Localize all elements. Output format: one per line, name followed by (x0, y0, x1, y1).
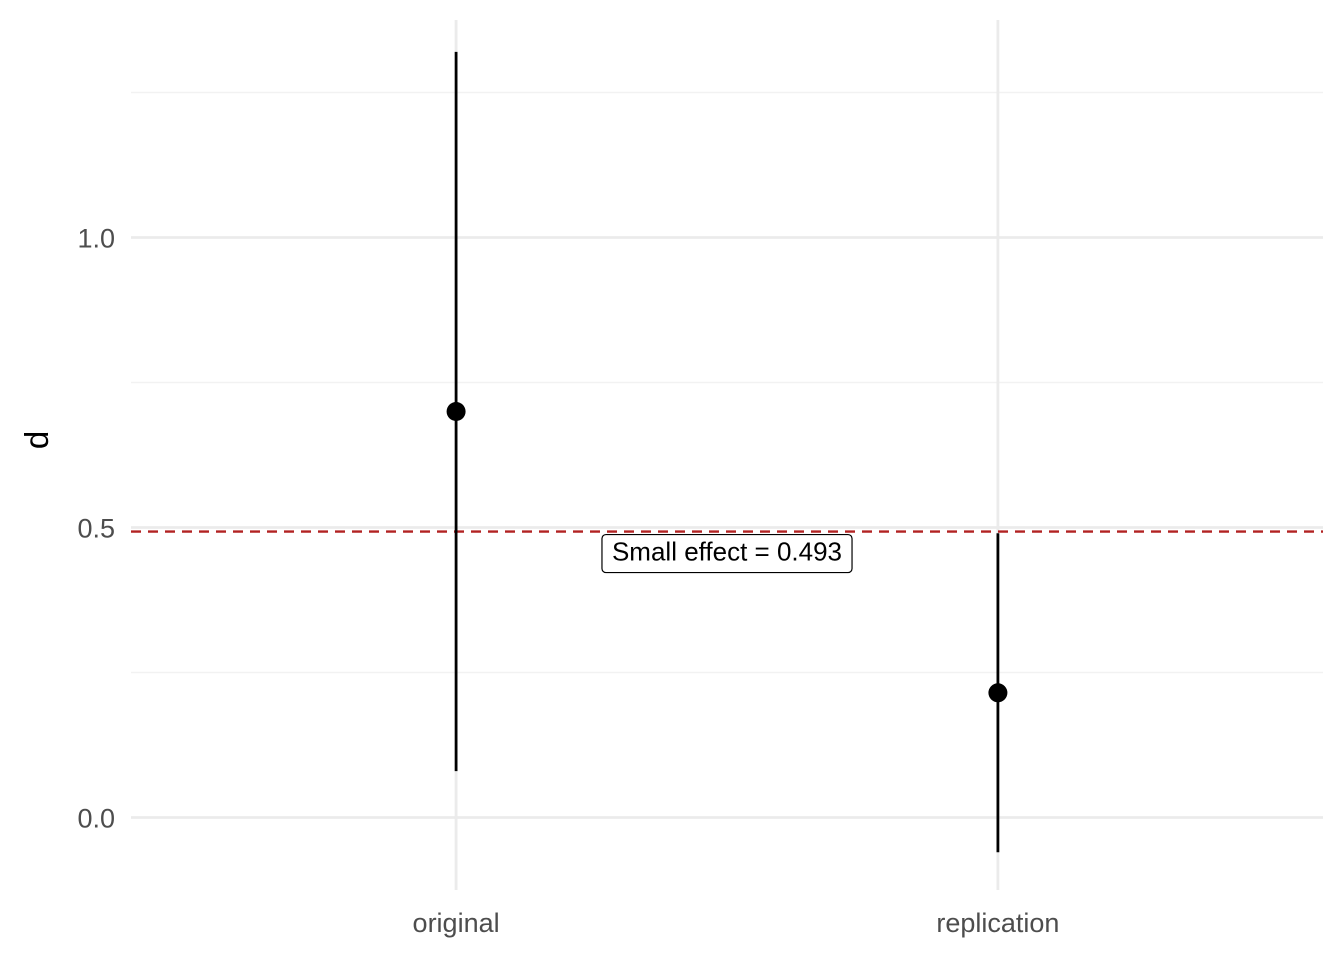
annotation-box (601, 533, 853, 574)
y-tick-label: 0.5 (77, 514, 115, 544)
point-replication (988, 683, 1008, 703)
grid-minor (131, 91, 1323, 674)
y-tick-label: 1.0 (77, 224, 115, 254)
x-tick-label: original (413, 908, 500, 938)
error-bars (454, 51, 1000, 853)
grid-major (131, 20, 1323, 890)
y-tick-label: 0.0 (77, 804, 115, 834)
annotation-label: Small effect = 0.493 (612, 536, 842, 566)
reference-annotation: Small effect = 0.493 (601, 533, 853, 574)
x-tick-label: replication (936, 908, 1059, 938)
y-tick-labels: 0.0 0.5 1.0 (77, 224, 115, 834)
point-original (446, 402, 466, 421)
y-axis-title: d (18, 431, 55, 449)
data-points (446, 402, 1008, 703)
x-tick-labels: original replication (413, 908, 1060, 938)
